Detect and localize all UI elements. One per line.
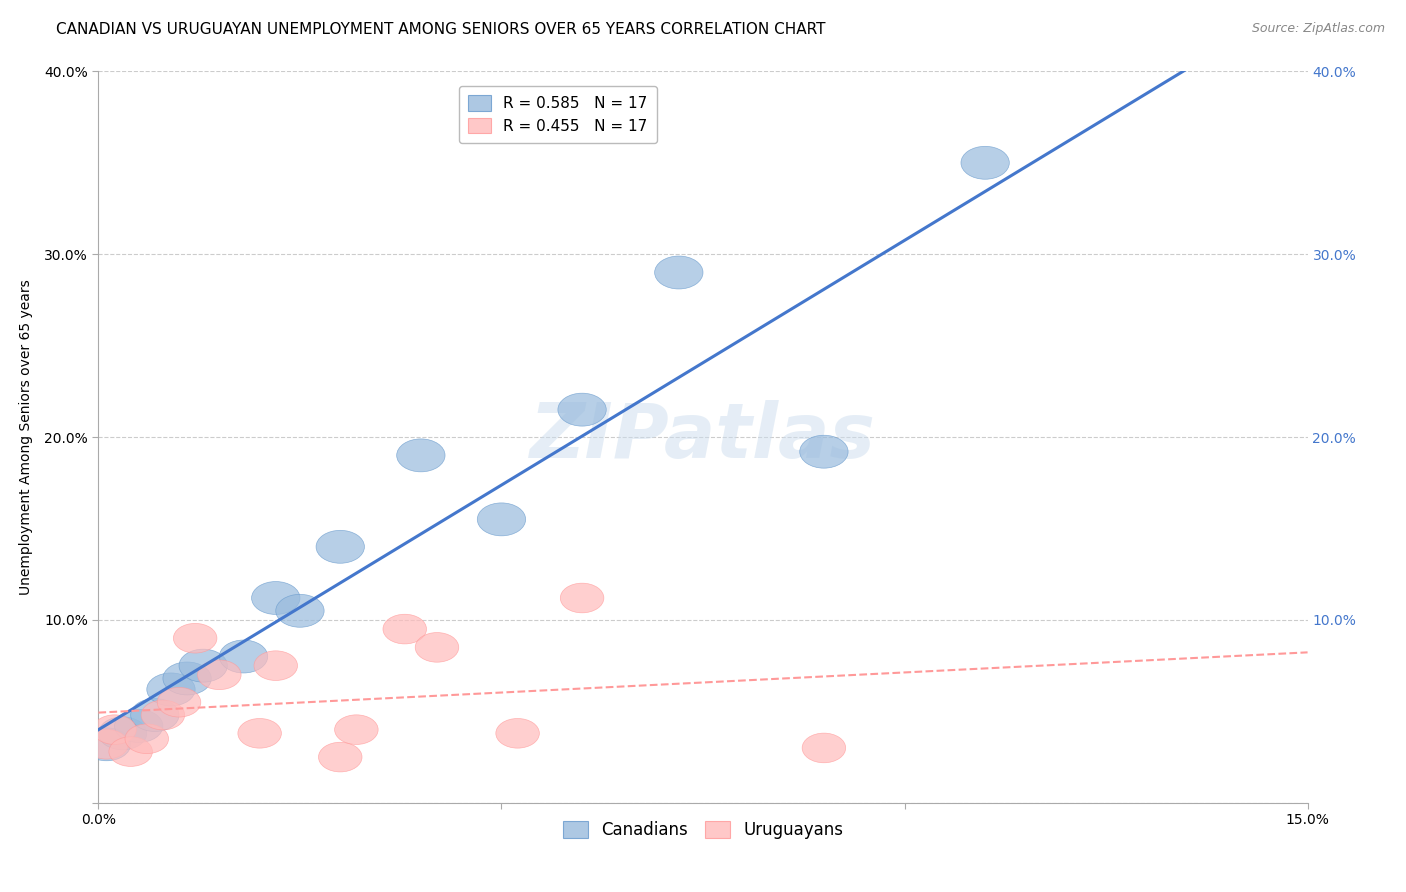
Text: CANADIAN VS URUGUAYAN UNEMPLOYMENT AMONG SENIORS OVER 65 YEARS CORRELATION CHART: CANADIAN VS URUGUAYAN UNEMPLOYMENT AMONG… (56, 22, 825, 37)
Ellipse shape (655, 256, 703, 289)
Ellipse shape (93, 714, 136, 745)
Ellipse shape (477, 503, 526, 536)
Ellipse shape (335, 714, 378, 745)
Ellipse shape (173, 624, 217, 653)
Ellipse shape (219, 640, 267, 673)
Ellipse shape (415, 632, 458, 662)
Ellipse shape (496, 718, 540, 748)
Ellipse shape (319, 742, 361, 772)
Ellipse shape (558, 393, 606, 426)
Ellipse shape (382, 615, 426, 644)
Ellipse shape (125, 724, 169, 754)
Ellipse shape (108, 737, 152, 766)
Ellipse shape (803, 733, 845, 763)
Ellipse shape (163, 662, 211, 695)
Ellipse shape (157, 688, 201, 717)
Ellipse shape (276, 594, 325, 627)
Ellipse shape (198, 660, 240, 690)
Ellipse shape (316, 531, 364, 563)
Ellipse shape (561, 583, 603, 613)
Text: ZIPatlas: ZIPatlas (530, 401, 876, 474)
Ellipse shape (254, 651, 298, 681)
Ellipse shape (960, 146, 1010, 179)
Ellipse shape (114, 709, 163, 742)
Ellipse shape (800, 435, 848, 468)
Ellipse shape (179, 649, 228, 682)
Ellipse shape (146, 673, 195, 706)
Ellipse shape (84, 730, 128, 759)
Ellipse shape (83, 728, 131, 761)
Y-axis label: Unemployment Among Seniors over 65 years: Unemployment Among Seniors over 65 years (20, 279, 32, 595)
Ellipse shape (141, 700, 184, 730)
Ellipse shape (98, 717, 146, 750)
Legend: Canadians, Uruguayans: Canadians, Uruguayans (557, 814, 849, 846)
Ellipse shape (252, 582, 299, 615)
Text: Source: ZipAtlas.com: Source: ZipAtlas.com (1251, 22, 1385, 36)
Ellipse shape (238, 718, 281, 748)
Ellipse shape (396, 439, 446, 472)
Ellipse shape (131, 698, 179, 731)
